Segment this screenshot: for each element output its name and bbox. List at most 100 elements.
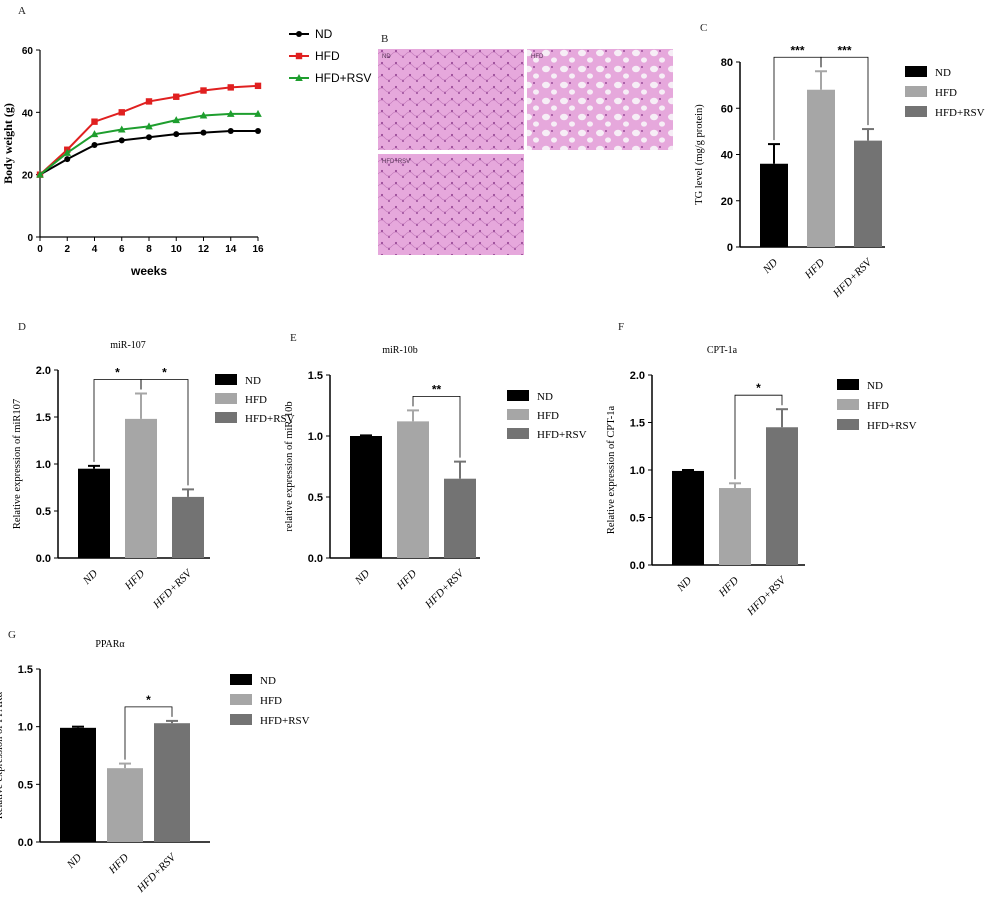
bar-1 — [107, 768, 143, 842]
data-point — [91, 142, 98, 149]
x-tick-label: 6 — [119, 244, 125, 255]
legend-marker — [296, 31, 302, 37]
bar-1 — [397, 421, 429, 558]
x-tick-label: HFD — [802, 257, 827, 282]
data-point — [118, 137, 125, 144]
legend-label: ND — [245, 375, 261, 387]
legend-swatch — [837, 419, 859, 430]
y-tick-label: 40 — [22, 108, 34, 119]
legend-swatch — [905, 86, 927, 97]
legend-swatch — [230, 694, 252, 705]
data-point — [227, 128, 234, 135]
y-tick-label: 1.0 — [308, 431, 323, 443]
legend-label: HFD+RSV — [315, 71, 371, 85]
legend-label: ND — [867, 380, 883, 392]
y-tick-label: 40 — [721, 150, 733, 162]
data-point — [226, 109, 235, 117]
x-tick-label: HFD+RSV — [830, 256, 875, 301]
x-tick-label: 16 — [252, 244, 264, 255]
bar-2 — [766, 427, 798, 565]
y-tick-label: 1.5 — [630, 418, 645, 430]
histology-image-hfd — [527, 49, 673, 150]
y-tick-label: 1.5 — [18, 664, 33, 676]
data-point — [145, 98, 153, 105]
x-tick-label: 4 — [92, 244, 98, 255]
significance-label: * — [146, 693, 151, 707]
panel-letter: E — [290, 332, 297, 344]
histology-panel: B ND HFD HFD+RSV — [378, 33, 673, 255]
histology-image-hfd-rsv — [378, 154, 524, 255]
legend-label: HFD+RSV — [245, 413, 295, 425]
significance-label: * — [115, 366, 120, 380]
x-tick-label: ND — [674, 575, 694, 595]
x-tick-label: 8 — [146, 244, 152, 255]
legend-marker — [295, 74, 303, 81]
legend-label: HFD — [935, 87, 957, 99]
legend-swatch — [230, 714, 252, 725]
bar-0 — [672, 470, 704, 565]
legend-label: ND — [260, 675, 276, 687]
significance-bracket — [820, 56, 869, 126]
data-point — [118, 109, 125, 116]
significance-label: * — [162, 366, 167, 380]
y-tick-label: 1.0 — [18, 722, 33, 734]
significance-bracket — [412, 395, 461, 458]
data-point — [173, 131, 180, 138]
y-tick-label: 1.5 — [36, 412, 51, 424]
data-point — [36, 170, 44, 178]
legend-label: HFD+RSV — [867, 420, 917, 432]
legend-swatch — [905, 106, 927, 117]
chart-F: F CPT-1a 0.0 0.5 1.0 1.5 2.0 Relative expressio… — [606, 321, 917, 618]
y-axis-label: Body weight (g) — [1, 103, 15, 184]
legend-swatch — [215, 374, 237, 385]
legend-swatch — [230, 674, 252, 685]
legend-label: ND — [935, 67, 951, 79]
y-tick-label: 2.0 — [630, 370, 645, 382]
data-point — [173, 93, 180, 100]
bar-1 — [807, 89, 835, 247]
x-tick-label: 10 — [171, 244, 183, 255]
data-point — [91, 118, 98, 125]
legend-label: HFD — [245, 394, 267, 406]
y-tick-label: 1.5 — [308, 370, 323, 382]
y-axis-label: Relative expression of CPT-1a — [606, 406, 617, 535]
bar-0 — [350, 436, 382, 558]
legend-label: HFD+RSV — [260, 715, 310, 727]
data-point — [117, 125, 126, 133]
data-point — [64, 156, 71, 163]
legend-swatch — [215, 412, 237, 423]
panel-letter: C — [700, 22, 707, 34]
significance-bracket — [124, 706, 173, 760]
x-tick-label: 0 — [37, 244, 43, 255]
legend-swatch — [507, 390, 529, 401]
data-point — [254, 109, 262, 117]
y-tick-label: 60 — [22, 46, 34, 57]
legend-label: ND — [537, 391, 553, 403]
y-tick-label: 1.0 — [36, 459, 51, 471]
legend-swatch — [837, 379, 859, 390]
y-tick-label: 0.5 — [36, 506, 51, 518]
x-tick-label: HFD — [394, 568, 419, 593]
y-tick-label: 0.5 — [308, 492, 323, 504]
y-tick-label: 20 — [22, 171, 34, 182]
y-tick-label: 1.0 — [630, 465, 645, 477]
legend-label: HFD — [867, 400, 889, 412]
data-point — [90, 130, 99, 138]
y-tick-label: 80 — [721, 57, 733, 69]
data-point — [254, 82, 262, 90]
x-tick-label: 14 — [225, 244, 237, 255]
data-point — [172, 116, 181, 124]
x-tick-label: HFD+RSV — [422, 567, 467, 612]
chart-title: PPARα — [95, 639, 125, 650]
data-point — [199, 111, 208, 119]
bar-0 — [78, 468, 110, 558]
histology-image-nd — [378, 49, 524, 150]
data-point — [63, 148, 72, 156]
y-tick-label: 20 — [721, 196, 733, 208]
histology-label-hfd-rsv: HFD+RSV — [382, 159, 410, 165]
x-tick-label: HFD+RSV — [150, 567, 195, 612]
significance-label: *** — [837, 43, 851, 57]
significance-bracket — [140, 379, 189, 486]
panel-letter: G — [8, 629, 16, 641]
